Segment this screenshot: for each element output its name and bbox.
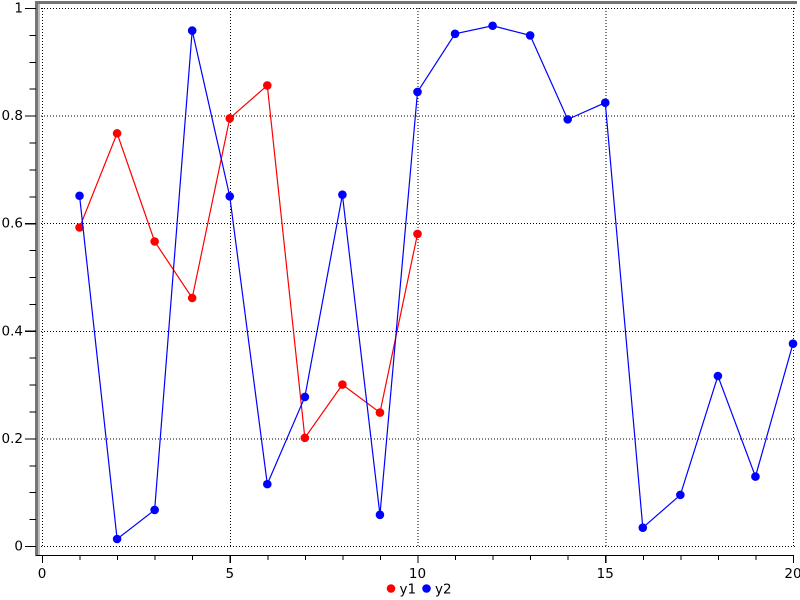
legend-label-y2: y2 bbox=[435, 581, 452, 597]
series-y2-marker bbox=[563, 115, 572, 124]
frame-top-edge bbox=[35, 1, 797, 4]
series-y2-marker bbox=[450, 29, 460, 39]
frame-left-highlight bbox=[38, 4, 40, 556]
series-y2-marker bbox=[600, 98, 610, 107]
series-y1 bbox=[75, 81, 422, 443]
legend-marker-y2 bbox=[422, 584, 431, 593]
y-tick-label: 0.2 bbox=[2, 431, 23, 447]
series-y2-marker bbox=[75, 191, 84, 201]
x-tick-label: 20 bbox=[784, 566, 800, 582]
y-axis bbox=[25, 7, 36, 548]
series-y2-marker bbox=[788, 339, 798, 349]
series-y2 bbox=[75, 21, 798, 544]
x-tick-label: 0 bbox=[38, 566, 47, 582]
series-y2-marker bbox=[375, 510, 385, 520]
x-tick-label: 5 bbox=[225, 566, 234, 582]
frame-left-edge bbox=[35, 1, 38, 556]
series-y2-marker bbox=[150, 505, 159, 515]
series-y1-marker bbox=[375, 408, 385, 417]
x-tick-label: 10 bbox=[409, 566, 426, 582]
series-y2-marker bbox=[676, 490, 685, 500]
y-tick-label: 0.6 bbox=[2, 216, 23, 232]
series-y2-marker bbox=[525, 31, 535, 40]
series-y1-marker bbox=[150, 237, 159, 246]
legend: y1 y2 bbox=[386, 581, 452, 597]
series-y2-marker bbox=[713, 371, 723, 381]
y-tick-label: 1 bbox=[14, 1, 23, 17]
series-y1-marker bbox=[225, 113, 235, 123]
y-tick-label: 0 bbox=[14, 539, 23, 555]
canvas-frame bbox=[35, 1, 797, 556]
series-y1-marker bbox=[263, 81, 272, 90]
series-y1-marker bbox=[75, 223, 84, 232]
series-y2-marker bbox=[338, 190, 347, 199]
series-y2-marker bbox=[225, 192, 235, 201]
y-tick-label: 0.4 bbox=[2, 323, 23, 339]
series-y2-line bbox=[78, 25, 794, 541]
series-y2-marker bbox=[488, 21, 497, 31]
series-y1-marker bbox=[300, 433, 310, 443]
legend-marker-y1 bbox=[386, 584, 396, 593]
series-y1-line bbox=[78, 84, 419, 440]
series-y1-marker bbox=[338, 380, 347, 389]
series-y1-marker bbox=[413, 229, 422, 239]
series-y2-marker bbox=[263, 479, 272, 489]
series-y2-marker bbox=[300, 392, 310, 402]
series-y2-marker bbox=[112, 534, 122, 544]
series-y2-marker bbox=[187, 26, 197, 35]
series-y1-marker bbox=[112, 129, 122, 138]
x-axis bbox=[36, 554, 795, 563]
x-tick-label: 15 bbox=[597, 566, 614, 582]
series-y2-marker bbox=[413, 87, 422, 97]
legend-label-y1: y1 bbox=[400, 581, 417, 597]
series-y2-marker bbox=[638, 523, 648, 533]
series-y2-marker bbox=[751, 472, 760, 481]
y-tick-label: 0.8 bbox=[2, 108, 23, 124]
series-y1-marker bbox=[187, 293, 197, 303]
